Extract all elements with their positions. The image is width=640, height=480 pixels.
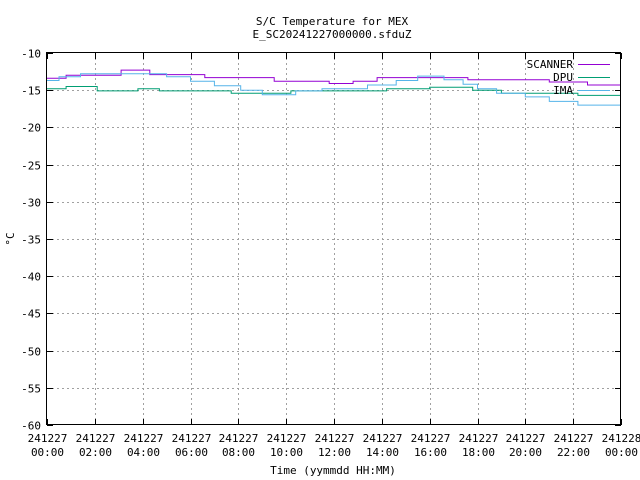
x-tick-date: 241227 [267,432,307,445]
series-lines [47,69,621,106]
x-tick-date: 241227 [219,432,259,445]
x-tick-time: 06:00 [175,446,208,459]
y-tick-label: -50 [21,346,41,359]
y-tick-label: -30 [21,197,41,210]
y-tick-labels: -10 -15 -20 -25 -30 -35 -40 -45 -50 -55 -60 [21,48,41,433]
y-tick-label: -35 [21,234,41,247]
x-tick-date: 241227 [172,432,212,445]
x-tick-time: 10:00 [270,446,303,459]
x-tick-time: 16:00 [414,446,447,459]
x-tick-date: 241227 [554,432,594,445]
y-tick-label: -20 [21,122,41,135]
y-tick-label: -40 [21,271,41,284]
x-tick-time: 12:00 [318,446,351,459]
x-tick-time: 08:00 [222,446,255,459]
x-axis-label: Time (yymmdd HH:MM) [270,464,396,477]
x-tick-time: 20:00 [509,446,542,459]
plot-frame [46,52,621,425]
x-tick-labels: 24122700:0024122702:0024122704:002412270… [28,432,640,459]
x-tick-time: 04:00 [127,446,160,459]
grid [47,53,621,425]
x-tick-date: 241227 [459,432,499,445]
x-tick-time: 00:00 [31,446,64,459]
x-tick-date: 241227 [124,432,164,445]
x-tick-date: 241227 [76,432,116,445]
x-tick-time: 22:00 [557,446,590,459]
legend-label-ima: IMA [553,84,573,97]
y-tick-label: -55 [21,383,41,396]
x-tick-date: 241227 [28,432,68,445]
y-tick-label: -45 [21,308,41,321]
x-tick-date: 241227 [315,432,355,445]
x-tick-time: 14:00 [366,446,399,459]
chart-title: S/C Temperature for MEX [256,15,409,28]
series-line-dpu [47,86,621,96]
series-line-scanner [47,69,621,86]
chart-subtitle: E_SC20241227000000.sfduZ [253,28,412,41]
y-tick-label: -60 [21,420,41,433]
y-axis-label: °C [4,232,17,245]
legend-label-scanner: SCANNER [527,58,574,71]
y-tick-label: -15 [21,85,41,98]
x-tick-time: 00:00 [605,446,638,459]
x-tick-time: 18:00 [462,446,495,459]
x-tick-date: 241228 [602,432,640,445]
x-tick-date: 241227 [411,432,451,445]
x-tick-date: 241227 [506,432,546,445]
y-tick-label: -25 [21,160,41,173]
x-tick-date: 241227 [363,432,403,445]
legend-label-dpu: DPU [553,71,573,84]
series-line-ima [47,73,621,106]
y-tick-label: -10 [21,48,41,61]
x-tick-time: 02:00 [79,446,112,459]
